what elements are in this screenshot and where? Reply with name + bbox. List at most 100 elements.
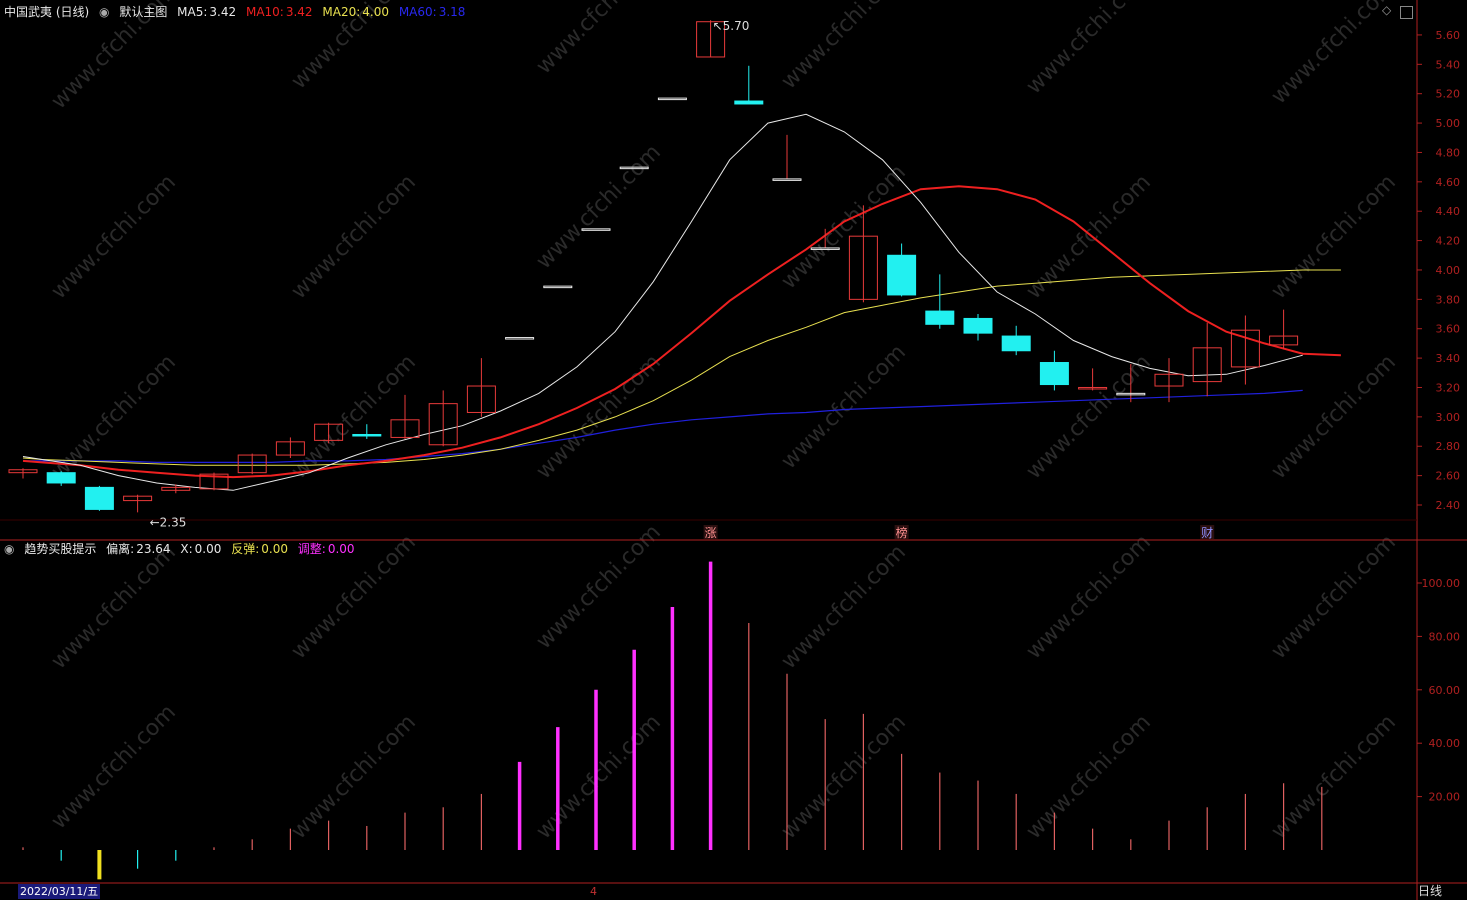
candle-body — [1269, 335, 1299, 346]
watermark-text: www.cfchi.com — [1022, 0, 1156, 99]
watermark-text: www.cfchi.com — [287, 710, 421, 844]
ma20-label: MA20: — [322, 5, 361, 19]
event-marker-bg — [703, 525, 718, 539]
event-markers[interactable]: 涨榜财 — [703, 525, 1215, 540]
watermark-text: www.cfchi.com — [777, 540, 911, 674]
indicator-tick-label: 80.00 — [1429, 630, 1461, 643]
event-marker: 涨 — [705, 525, 717, 540]
candle-body — [734, 100, 764, 105]
indicator-axis: 20.00 40.00 60.00 80.00 100.00 — [1417, 577, 1460, 804]
price-axis: 2.40 2.60 2.80 3.00 3.20 3.40 3.60 3.80 4.00 4.20… — [1417, 29, 1460, 512]
price-tick-label: 4.80 — [1436, 146, 1461, 159]
candle-body — [84, 486, 114, 510]
adjust-value: 0.00 — [327, 542, 355, 556]
candle-body — [696, 21, 726, 58]
period-label[interactable]: 日线 — [1418, 884, 1443, 898]
candle-body — [505, 337, 535, 340]
candle-body — [1230, 329, 1260, 368]
watermark-text: www.cfchi.com — [47, 540, 181, 674]
ma5-line — [22, 113, 1303, 491]
price-tick-label: 3.60 — [1436, 323, 1461, 336]
indicator-tick-label: 100.00 — [1422, 577, 1461, 590]
candle-body — [1116, 392, 1146, 396]
indicator-icon[interactable]: ◉ — [4, 542, 15, 556]
candle-body — [963, 317, 993, 334]
watermark-text: www.cfchi.com — [777, 710, 911, 844]
candle-body — [123, 495, 153, 502]
watermark-text: www.cfchi.com — [1267, 0, 1401, 109]
candle-body — [199, 473, 229, 490]
candle-body — [581, 228, 611, 231]
candle-body — [772, 178, 802, 181]
price-tick-label: 5.60 — [1436, 29, 1461, 42]
x-label: X: — [180, 542, 193, 556]
candlestick-series[interactable] — [8, 20, 1299, 513]
indicator-tick-label: 60.00 — [1429, 684, 1461, 697]
indicator-header: ◉ 趋势买股提示 偏离: 23.64 X: 0.00 反弹: 0.00 调整: 0.00 — [4, 540, 361, 558]
candle-body — [352, 433, 382, 437]
watermark-text: www.cfchi.com — [777, 340, 911, 474]
watermark-text: www.cfchi.com — [532, 710, 666, 844]
candle-body — [657, 97, 687, 101]
restore-window-icon[interactable] — [1400, 6, 1413, 19]
price-tick-label: 2.40 — [1436, 499, 1461, 512]
adjust-label: 调整: — [297, 542, 326, 556]
indicator-bars[interactable] — [22, 561, 1323, 880]
price-tick-label: 3.80 — [1436, 293, 1461, 306]
x-value: 0.00 — [194, 542, 222, 556]
watermark-text: www.cfchi.com — [287, 170, 421, 304]
price-tick-label: 3.20 — [1436, 381, 1461, 394]
candle-body — [543, 285, 573, 289]
candle-body — [1154, 373, 1184, 387]
price-tick-label: 5.20 — [1436, 88, 1461, 101]
watermark-text: www.cfchi.com — [47, 700, 181, 834]
candle-body — [237, 454, 267, 474]
candle-body — [275, 441, 305, 456]
price-tick-label: 5.40 — [1436, 58, 1461, 71]
rebound-value: 0.00 — [261, 542, 288, 556]
event-marker: 榜 — [896, 525, 908, 540]
candle-body — [925, 310, 955, 325]
watermark-text: www.cfchi.com — [47, 170, 181, 304]
watermark-text: www.cfchi.com — [1267, 710, 1401, 844]
ma10-label: MA10: — [245, 5, 284, 19]
indicator-name[interactable]: 趋势买股提示 — [24, 542, 97, 556]
candle-body — [1078, 386, 1108, 390]
watermark-text: www.cfchi.com — [1022, 710, 1156, 844]
ma60-label: MA60: — [398, 5, 437, 19]
candle-body — [46, 472, 76, 484]
price-annotations: ↖5.70 ←2.35 — [150, 19, 750, 529]
stock-title[interactable]: 中国武夷 (日线) — [4, 5, 90, 19]
deviation-label: 偏离: — [106, 542, 135, 556]
ma20-line — [22, 269, 1341, 466]
price-tick-label: 4.60 — [1436, 176, 1461, 189]
candle-body — [161, 486, 191, 491]
diamond-icon[interactable]: ◇ — [1382, 3, 1392, 17]
moving-average-lines — [22, 113, 1341, 491]
price-tick-label: 2.60 — [1436, 470, 1461, 483]
candle-body — [428, 403, 458, 446]
watermark-text: www.cfchi.com — [1022, 170, 1156, 304]
candle-body — [8, 469, 38, 474]
candle-body — [1001, 335, 1031, 352]
ma10-value: 3.42 — [285, 5, 313, 19]
watermark-text: www.cfchi.com — [1267, 530, 1401, 664]
candle-body — [390, 419, 420, 438]
chart-template-name[interactable]: 默认主图 — [119, 5, 168, 19]
event-marker-bg — [1200, 525, 1215, 539]
price-tick-label: 4.00 — [1436, 264, 1461, 277]
candle-body — [314, 423, 344, 441]
low-price-label: ←2.35 — [150, 515, 187, 529]
indicator-tick-label: 40.00 — [1429, 737, 1461, 750]
ma20-value: 4.00 — [362, 5, 389, 19]
event-marker: 财 — [1201, 526, 1213, 540]
cursor-date: 2022/03/11/五 — [18, 884, 101, 899]
event-marker-bg — [894, 525, 909, 539]
watermark-text: www.cfchi.com — [1267, 350, 1401, 484]
main-chart-header: 中国武夷 (日线) ◉ 默认主图 MA5: 3.42 MA10: 3.42 MA20… — [4, 3, 471, 21]
chart-template-icon[interactable]: ◉ — [99, 5, 110, 19]
watermark-layer: www.cfchi.com www.cfchi.com www.cfchi.com w… — [47, 0, 1401, 844]
ma60-line — [23, 389, 1303, 463]
